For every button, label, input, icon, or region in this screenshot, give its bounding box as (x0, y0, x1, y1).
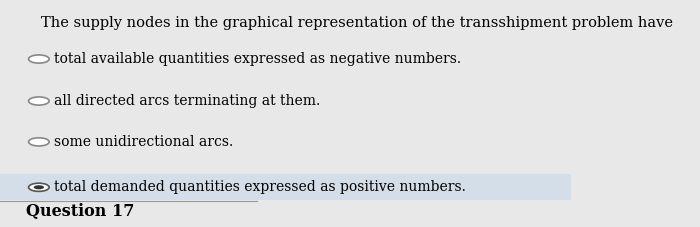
Text: total demanded quantities expressed as positive numbers.: total demanded quantities expressed as p… (55, 180, 466, 194)
Text: Question 17: Question 17 (26, 203, 134, 220)
Text: total available quantities expressed as negative numbers.: total available quantities expressed as … (55, 52, 461, 66)
Circle shape (29, 55, 49, 63)
Circle shape (29, 138, 49, 146)
Text: some unidirectional arcs.: some unidirectional arcs. (55, 135, 234, 149)
Circle shape (34, 185, 44, 189)
Circle shape (29, 183, 49, 191)
Text: all directed arcs terminating at them.: all directed arcs terminating at them. (55, 94, 321, 108)
Text: The supply nodes in the graphical representation of the transshipment problem ha: The supply nodes in the graphical repres… (41, 16, 673, 30)
Circle shape (29, 97, 49, 105)
FancyBboxPatch shape (0, 174, 571, 200)
